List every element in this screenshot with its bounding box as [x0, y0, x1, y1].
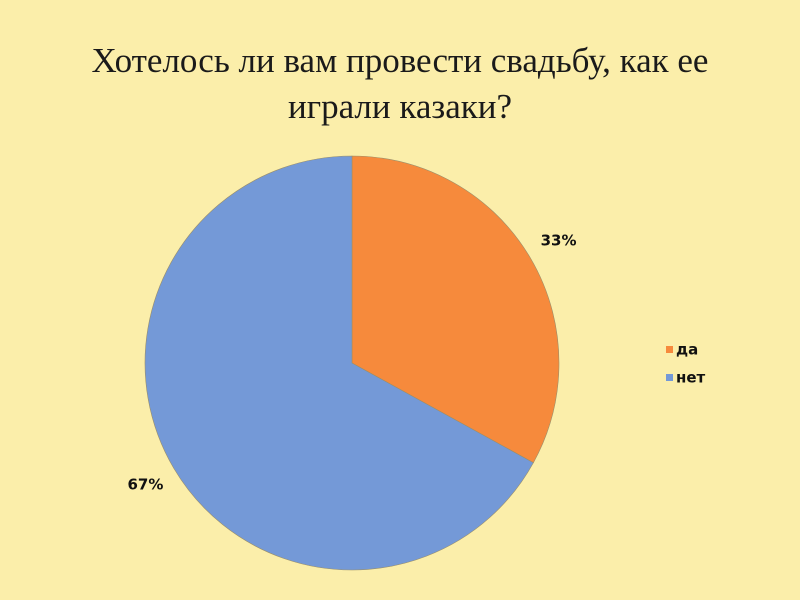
- pie-slice: [144, 155, 534, 571]
- pie-slice: [351, 155, 560, 464]
- chart-title: Хотелось ли вам провести свадьбу, как ее…: [91, 41, 709, 126]
- data-label: 67%: [127, 476, 163, 494]
- legend-swatch: [666, 374, 673, 381]
- legend-swatch: [666, 346, 673, 353]
- legend-label: нет: [676, 369, 706, 387]
- legend-label: да: [676, 341, 698, 359]
- data-label: 33%: [541, 231, 577, 249]
